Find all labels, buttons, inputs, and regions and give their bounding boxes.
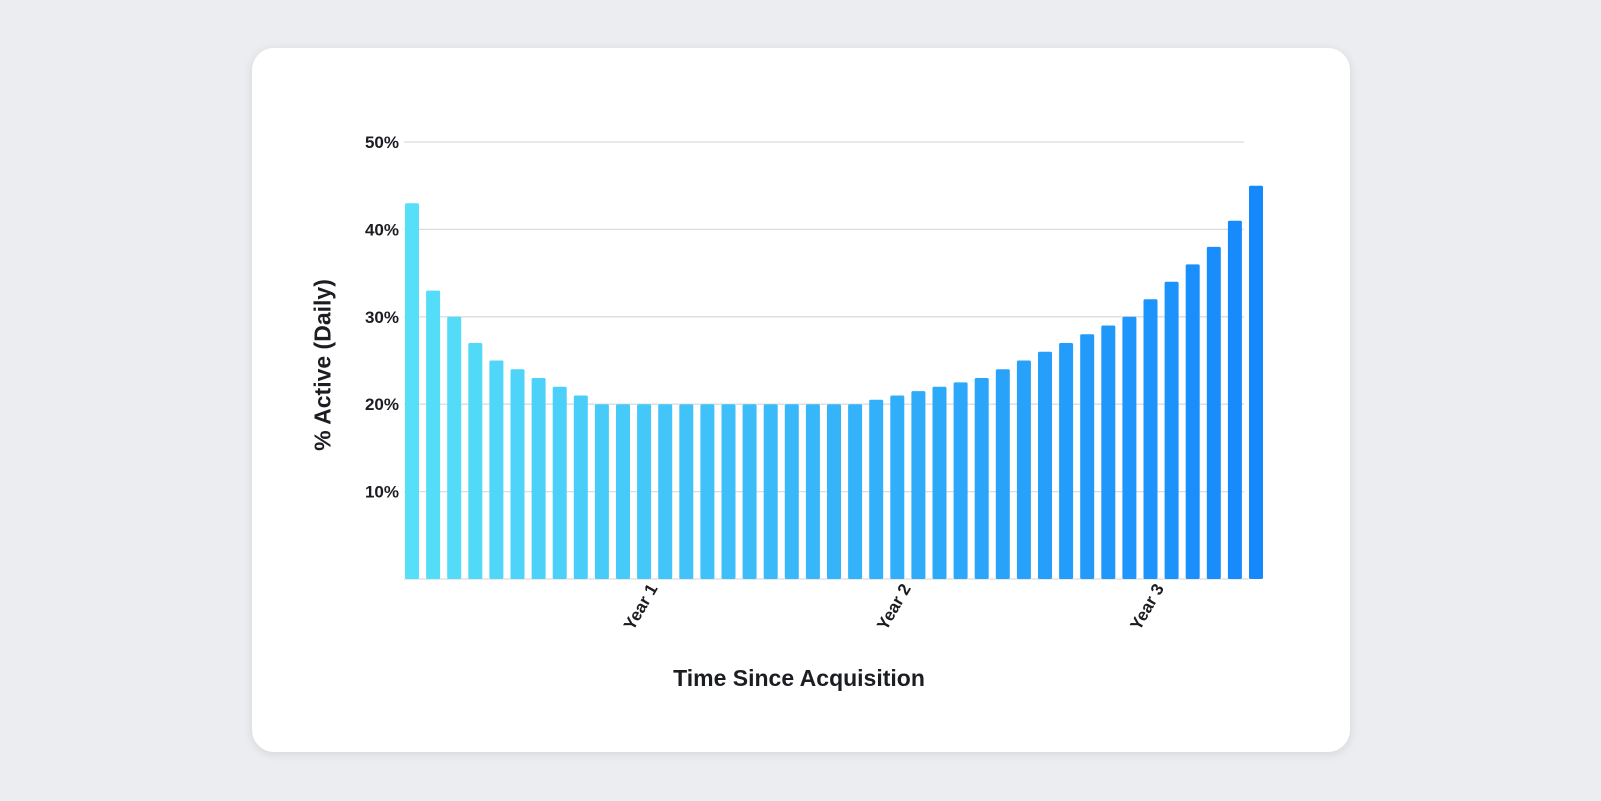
x-tick-label: Year 3 bbox=[1126, 581, 1168, 634]
bar bbox=[489, 360, 504, 579]
bar bbox=[763, 404, 778, 579]
bar bbox=[658, 404, 673, 579]
bar bbox=[953, 382, 968, 579]
bar bbox=[1249, 185, 1263, 579]
bar bbox=[1059, 343, 1074, 579]
bar bbox=[594, 404, 609, 579]
bars bbox=[405, 185, 1263, 579]
bar bbox=[1016, 360, 1031, 579]
x-tick-label: Year 1 bbox=[620, 581, 662, 634]
x-axis-label: Time Since Acquisition bbox=[673, 665, 925, 691]
bar bbox=[1080, 334, 1095, 579]
bar bbox=[1185, 264, 1200, 579]
bar bbox=[1122, 316, 1137, 579]
y-tick-label: 40% bbox=[365, 220, 399, 239]
bar bbox=[827, 404, 841, 579]
bar bbox=[805, 404, 820, 579]
bar bbox=[426, 290, 441, 579]
gridlines bbox=[404, 141, 1249, 580]
y-axis-label: % Active (Daily) bbox=[309, 279, 336, 451]
y-tick-label: 30% bbox=[365, 308, 399, 327]
bar bbox=[1227, 220, 1242, 579]
bar bbox=[1143, 299, 1158, 579]
bar bbox=[742, 404, 757, 579]
y-tick-label: 20% bbox=[365, 395, 399, 414]
bar bbox=[1164, 281, 1179, 579]
bar bbox=[1038, 351, 1052, 579]
bar bbox=[995, 369, 1010, 579]
bar bbox=[848, 404, 863, 579]
bar bbox=[721, 404, 736, 579]
bar bbox=[552, 386, 567, 579]
x-axis-ticks: Year 1 Year 2 Year 3 bbox=[620, 581, 1168, 634]
bar bbox=[869, 399, 884, 579]
x-tick-label: Year 2 bbox=[873, 581, 915, 634]
bar bbox=[890, 395, 905, 579]
bar bbox=[700, 404, 715, 579]
bar bbox=[510, 369, 525, 579]
bar bbox=[616, 404, 630, 579]
y-tick-label: 10% bbox=[365, 483, 399, 502]
bar bbox=[405, 203, 419, 579]
bar bbox=[447, 316, 462, 579]
bar bbox=[573, 395, 588, 579]
bar bbox=[679, 404, 694, 579]
bar bbox=[974, 378, 989, 579]
bar bbox=[531, 378, 546, 579]
bar bbox=[468, 343, 483, 579]
bar bbox=[1101, 325, 1116, 579]
bar bbox=[637, 404, 652, 579]
y-axis-ticks: 10% 20% 30% 40% 50% bbox=[365, 133, 399, 502]
y-tick-label: 50% bbox=[365, 133, 399, 152]
bar bbox=[932, 386, 947, 579]
bar bbox=[784, 404, 799, 579]
bar bbox=[911, 391, 926, 579]
bar bbox=[1206, 246, 1221, 579]
